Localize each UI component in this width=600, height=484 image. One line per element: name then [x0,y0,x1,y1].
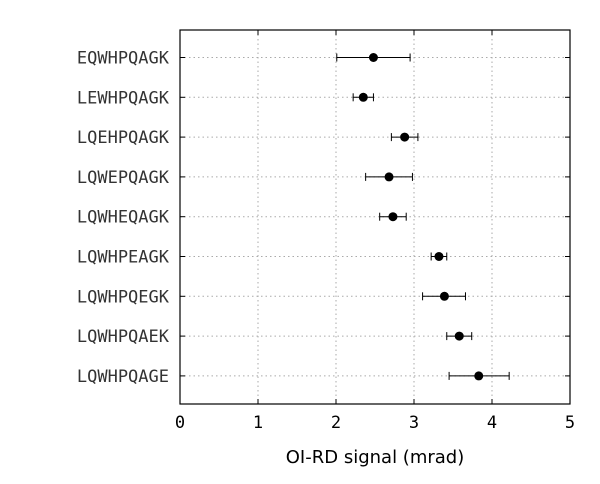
data-point [368,53,378,62]
x-tick-label: 3 [409,413,419,433]
data-point [400,132,410,142]
x-tick-label: 5 [565,413,575,433]
data-point [358,92,368,102]
plot-frame [179,29,571,405]
category-label: LEWHPQAGK [77,88,170,108]
category-label: LQWHEQAGK [77,208,170,228]
data-point [388,212,398,222]
data-point [384,172,394,182]
category-label: LQWHPQAEK [77,327,170,347]
grid-lines [180,30,570,404]
category-label: LQWEPQAGK [77,168,170,188]
category-label: LQEHPQAGK [77,128,170,148]
x-tick-label: 4 [487,413,497,433]
x-tick-label: 0 [175,413,185,433]
category-label: EQWHPQAGK [77,49,170,69]
data-marks [336,53,510,381]
x-tick-label: 2 [331,413,341,433]
data-point [434,252,444,261]
x-tick-label: 1 [253,413,263,433]
category-label: LQWHPQAGE [77,367,169,387]
data-point [439,291,449,301]
y-axis-labels: EQWHPQAGK LEWHPQAGK LQEHPQAGK LQWEPQAGK LQWH… [77,49,170,387]
category-label: LQWHPEAGK [77,248,170,268]
category-label: LQWHPQEGK [77,287,170,307]
x-axis-label: OI-RD signal (mrad) [286,447,464,468]
data-point [454,331,464,341]
x-axis-tick-labels: 0 1 2 3 4 5 [175,413,575,433]
data-point [474,371,484,381]
